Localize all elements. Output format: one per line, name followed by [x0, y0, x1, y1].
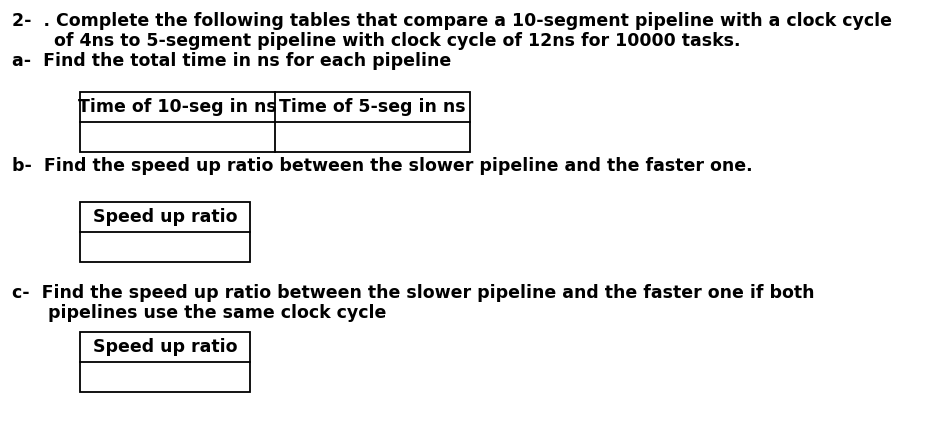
Bar [80, 332, 250, 392]
Text: Time of 10-seg in ns: Time of 10-seg in ns [78, 98, 277, 116]
Text: Speed up ratio: Speed up ratio [92, 338, 237, 356]
Text: pipelines use the same clock cycle: pipelines use the same clock cycle [12, 304, 386, 322]
Text: b-  Find the speed up ratio between the slower pipeline and the faster one.: b- Find the speed up ratio between the s… [12, 157, 753, 175]
Bar [80, 202, 250, 262]
Text: a-  Find the total time in ns for each pipeline: a- Find the total time in ns for each pi… [12, 52, 451, 70]
Text: Time of 5-seg in ns: Time of 5-seg in ns [279, 98, 465, 116]
Bar [80, 92, 470, 152]
Text: Speed up ratio: Speed up ratio [92, 208, 237, 226]
Text: of 4ns to 5-segment pipeline with clock cycle of 12ns for 10000 tasks.: of 4ns to 5-segment pipeline with clock … [12, 32, 740, 50]
Text: c-  Find the speed up ratio between the slower pipeline and the faster one if bo: c- Find the speed up ratio between the s… [12, 284, 815, 302]
Text: 2-  . Complete the following tables that compare a 10-segment pipeline with a cl: 2- . Complete the following tables that … [12, 12, 892, 30]
